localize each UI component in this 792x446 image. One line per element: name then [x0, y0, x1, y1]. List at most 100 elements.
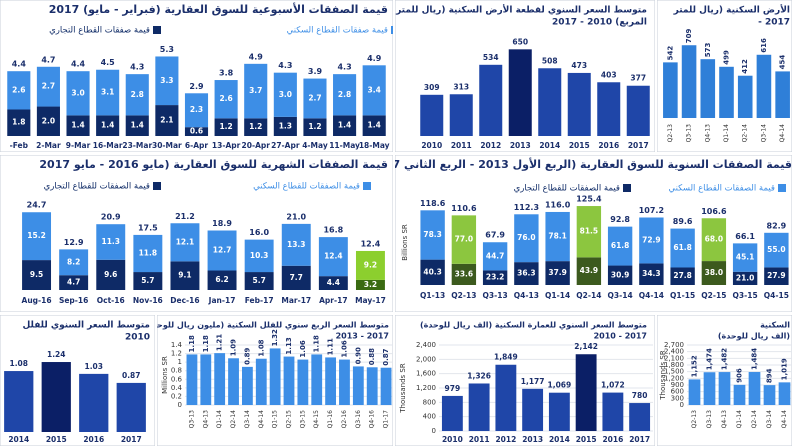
value-label: 1.18	[313, 335, 321, 352]
value-label: 1.06	[340, 340, 348, 357]
bar	[79, 373, 109, 432]
panel-title: متوسط السعر السنوي لقطعة الأرض السكنية (…	[395, 4, 647, 16]
x-tick-label: Q4-13	[202, 410, 209, 429]
bar	[41, 362, 71, 432]
value-label: 1.8	[12, 118, 25, 127]
panel-title: متوسط السعر السنوي للفلل	[22, 321, 150, 331]
bar-segment	[355, 250, 385, 280]
panel: السكنية (الف ريال للوحدة) Thousands SR 0300…	[657, 315, 792, 446]
panel: قيمة الصفقات الشهرية للسوق العقارية (ماي…	[0, 155, 393, 312]
bar	[718, 372, 731, 405]
value-label: 37.9	[548, 268, 567, 277]
total-label: 4.3	[130, 63, 144, 72]
value-label: 1.18	[188, 335, 196, 352]
bar	[255, 358, 267, 405]
x-tick-label: Q1-15	[272, 410, 279, 429]
y-tick-label: 900	[671, 381, 684, 389]
bar-segment	[184, 127, 209, 136]
bar-segment	[545, 261, 570, 285]
bar-segment	[303, 118, 327, 136]
x-tick-label: Q2-14	[230, 410, 237, 429]
bar	[575, 354, 597, 431]
value-label: 38.0	[705, 268, 724, 277]
total-label: 4.9	[249, 52, 264, 61]
y-axis-label: Thousands SR	[659, 350, 667, 401]
bar-segment	[639, 263, 664, 285]
bar	[681, 45, 697, 119]
x-tick-label: Q3-15	[733, 291, 758, 300]
x-tick-label: Q3-13	[686, 124, 693, 143]
x-tick-label: 2016	[602, 435, 623, 444]
legend-swatch	[391, 26, 393, 34]
y-axis-label: Billions SR	[401, 224, 409, 261]
bar	[703, 372, 716, 405]
x-tick-label: Q4-14	[779, 124, 786, 143]
x-tick-label: May-17	[355, 296, 386, 305]
x-tick-label: 2015	[576, 435, 597, 444]
y-tick-label: 2,400	[416, 341, 436, 349]
value-label: 1.4	[131, 121, 144, 130]
value-label: 44.7	[486, 251, 505, 260]
value-label: 2.0	[42, 116, 55, 125]
bar-segment	[764, 267, 789, 285]
value-label: 61.8	[611, 241, 630, 250]
bar	[748, 372, 761, 405]
bar	[200, 354, 212, 405]
value-label: 40.3	[423, 267, 442, 276]
x-tick-label: Q4-14	[781, 410, 788, 429]
y-tick-label: 0.8	[171, 367, 182, 375]
value-label: 2.8	[131, 90, 144, 99]
legend-label: قيمة الصفقات القطاع السكني	[669, 184, 775, 194]
legend-swatch	[153, 26, 161, 34]
bar	[297, 359, 309, 405]
panel: متوسط السعر السنوي للعمارة السكنية (الف …	[395, 315, 655, 446]
x-tick-label: Q2-15	[286, 410, 293, 429]
value-label: 45.1	[736, 253, 755, 262]
value-label: 11.3	[101, 237, 120, 246]
x-tick-label: Q1-13	[420, 291, 445, 300]
x-tick-label: Q2-13	[691, 410, 698, 429]
bar	[441, 395, 463, 431]
value-label: 10.3	[250, 251, 269, 260]
bar-segment	[333, 74, 357, 116]
bar-segment	[155, 56, 179, 106]
value-label: 76.0	[517, 233, 536, 242]
x-tick-label: 23-Mar	[122, 141, 152, 150]
bar-segment	[96, 69, 120, 116]
x-tick-label: Sep-16	[59, 296, 88, 305]
value-label: 1,072	[601, 381, 625, 390]
value-label: 1.21	[216, 334, 224, 351]
bar-segment	[66, 71, 90, 116]
bar-segment	[125, 74, 149, 116]
bar-segment	[670, 267, 695, 285]
value-label: 9.1	[178, 271, 191, 280]
value-label: 2,142	[574, 342, 598, 351]
value-label: 77.0	[455, 235, 474, 244]
x-tick-label: Q3-14	[244, 410, 251, 429]
x-tick-label: Q2-15	[701, 291, 726, 300]
value-label: 43.9	[580, 266, 599, 275]
total-label: 2.9	[189, 82, 204, 91]
total-label: 3.8	[219, 69, 234, 78]
bar-segment	[207, 230, 237, 271]
x-tick-label: Aug-16	[22, 296, 52, 305]
bar-segment	[244, 239, 274, 273]
x-tick-label: Q2-14	[742, 124, 749, 143]
panel-title: 2010	[125, 333, 150, 343]
x-tick-label: 2010	[421, 141, 442, 150]
bar	[756, 54, 772, 118]
panel-title: 2017 -	[758, 18, 790, 28]
bar-segment	[214, 118, 238, 136]
value-label: 2.7	[42, 82, 55, 91]
total-label: 24.7	[27, 201, 47, 210]
value-label: 1,482	[721, 348, 729, 370]
x-tick-label: 4-May	[302, 141, 328, 150]
total-label: 4.4	[71, 60, 86, 69]
panel-title: الأرض السكنية (ريال للمتر	[673, 4, 790, 16]
value-label: 13.3	[287, 240, 306, 249]
x-tick-label: 2011	[469, 435, 490, 444]
legend-label: قيمة الصفقات للقطاع التجاري	[44, 182, 150, 192]
total-label: 18.9	[212, 219, 232, 228]
total-label: 106.6	[701, 207, 727, 216]
bar-segment	[303, 78, 327, 119]
